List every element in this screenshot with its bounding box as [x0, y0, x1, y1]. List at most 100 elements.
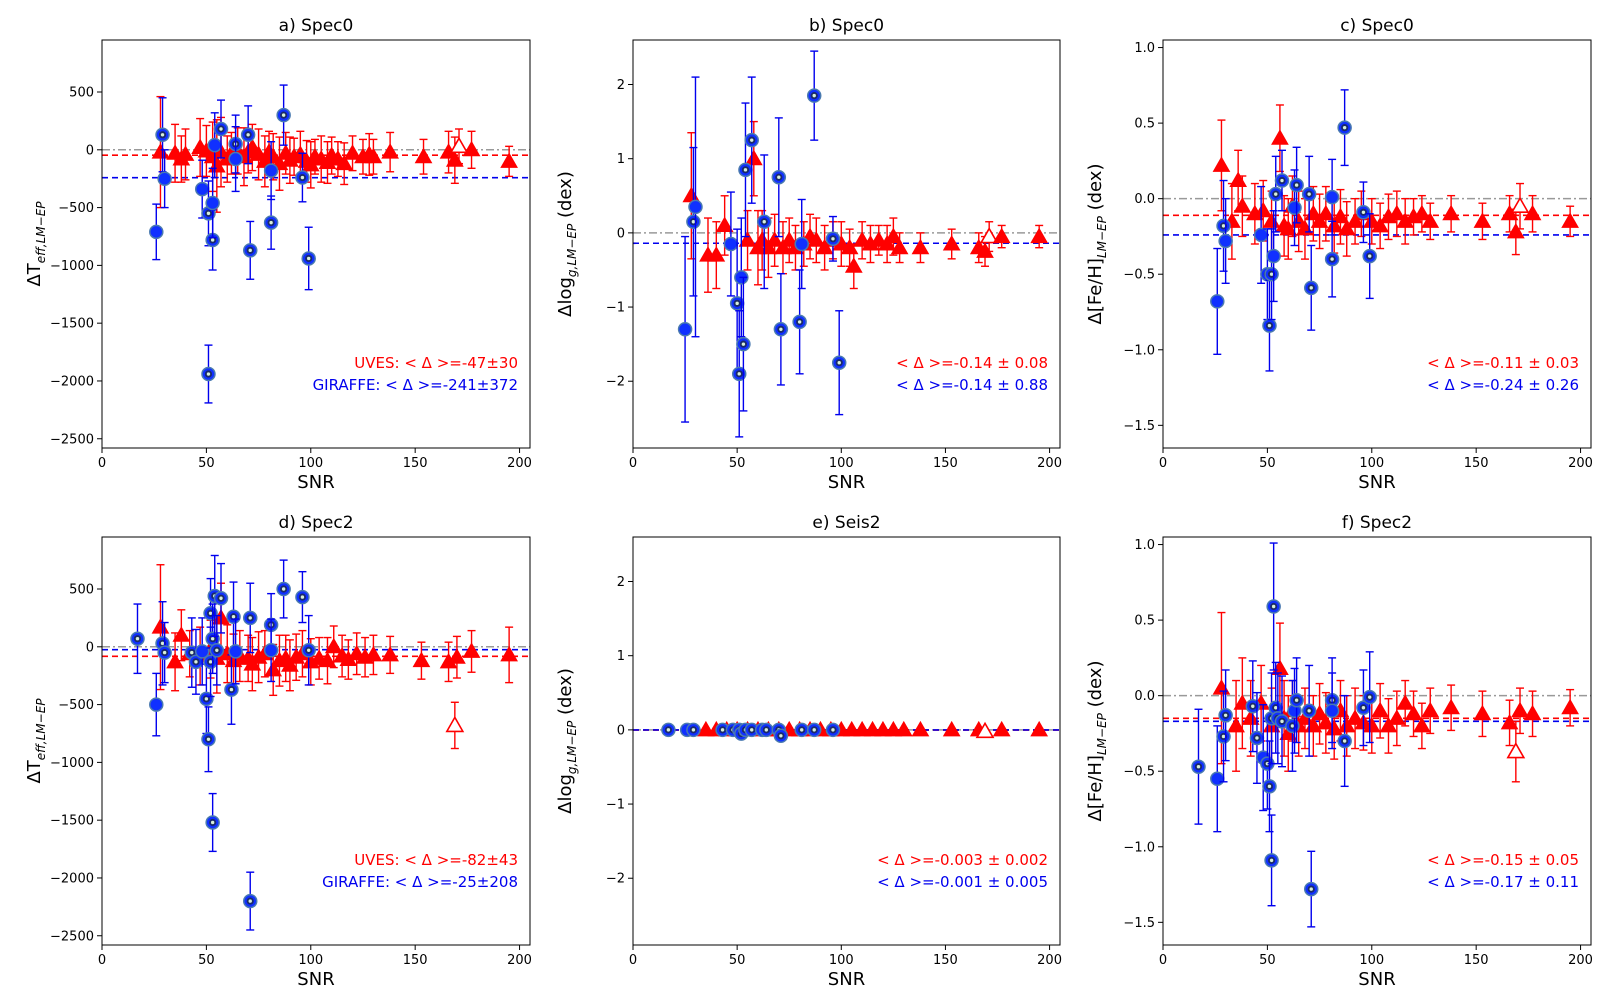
x-tick-label: 150	[403, 456, 428, 471]
uves-point	[707, 246, 726, 262]
panel-e: e) Seis2 0 50 100 150 200 −2 −1 0 1 2 SNR Δlogg,LM−E…	[555, 513, 1062, 990]
panel-d: d) Spec2 0 50 100 150 200 −2500 −2000 −1500 −1000…	[24, 513, 532, 990]
x-tick-label: 0	[98, 953, 106, 968]
x-tick-label: 150	[1464, 456, 1489, 471]
giraffe-point-core	[1367, 695, 1372, 699]
plot-frame	[632, 39, 1061, 449]
y-tick-label: −1.0	[1123, 840, 1155, 855]
giraffe-point	[157, 171, 172, 186]
giraffe-point-core	[777, 175, 781, 179]
giraffe-point-core	[1280, 178, 1284, 183]
giraffe-point-core	[800, 728, 804, 732]
y-tick-label: 2	[617, 575, 625, 590]
uves-point	[1346, 212, 1364, 228]
giraffe-point-core	[219, 596, 223, 600]
giraffe-point	[1210, 771, 1225, 787]
y-tick-label: −1000	[50, 259, 94, 274]
plot-area	[1163, 89, 1591, 372]
uves-point	[682, 186, 701, 203]
y-tick-label: 1.0	[1134, 538, 1155, 553]
giraffe-point-core	[206, 737, 211, 741]
x-tick-label: 0	[1159, 456, 1167, 471]
uves-point	[500, 645, 518, 662]
giraffe-point-core	[741, 342, 746, 346]
uves-point	[1473, 212, 1492, 228]
uves-point	[942, 234, 961, 251]
plot-area	[102, 84, 530, 404]
giraffe-point-core	[248, 899, 252, 903]
giraffe-point	[207, 137, 222, 153]
giraffe-point-core	[1290, 724, 1295, 728]
uves-point	[151, 618, 170, 634]
x-tick-label: 100	[1359, 953, 1384, 968]
giraffe-point-core	[1269, 858, 1274, 863]
giraffe-point-core	[1309, 286, 1313, 290]
uves-point	[992, 227, 1011, 244]
giraffe-point-core	[797, 320, 802, 324]
giraffe-point-core	[1330, 257, 1334, 261]
uves-point	[1387, 709, 1406, 725]
uves-point-open	[445, 715, 465, 733]
giraffe-point-core	[1269, 272, 1274, 276]
y-tick-label: −1000	[50, 756, 94, 771]
x-axis-label: SNR	[297, 472, 334, 493]
giraffe-point-core	[1267, 784, 1272, 789]
uves-point	[1227, 716, 1245, 733]
uves-point	[1523, 704, 1542, 721]
x-axis-label: SNR	[828, 969, 865, 990]
giraffe-point-core	[210, 238, 215, 242]
giraffe-point-core	[1265, 761, 1270, 766]
y-tick-label: −1.5	[1123, 419, 1155, 434]
giraffe-point-core	[1223, 713, 1228, 718]
giraffe-point-core	[764, 728, 769, 732]
giraffe-point-core	[210, 820, 215, 825]
uves-point	[381, 143, 399, 159]
uves-point	[844, 257, 863, 273]
plot-frame	[101, 39, 531, 449]
giraffe-point-core	[1267, 323, 1272, 328]
x-tick-label: 50	[729, 456, 746, 471]
y-tick-label: 2	[617, 78, 625, 93]
giraffe-point-core	[1280, 719, 1284, 724]
uves-point	[1212, 156, 1231, 172]
y-tick-label: −1	[606, 798, 625, 813]
giraffe-point-core	[248, 248, 252, 253]
uves-point	[1387, 204, 1406, 221]
giraffe-stat-text: GIRAFFE: < Δ >=-25±208	[322, 873, 518, 891]
uves-point	[911, 720, 930, 737]
uves-point-open	[975, 721, 995, 739]
giraffe-point-core	[306, 256, 311, 261]
uves-point	[1523, 204, 1542, 221]
giraffe-point	[194, 644, 210, 659]
giraffe-point-core	[1255, 736, 1259, 740]
giraffe-point	[1287, 200, 1302, 215]
y-tick-label: −2500	[50, 432, 94, 447]
uves-point	[1362, 716, 1381, 733]
giraffe-point	[149, 697, 164, 712]
uves-stat-text: UVES: < Δ >=-82±43	[354, 851, 518, 869]
uves-point	[324, 637, 343, 654]
y-axis-label-subscript: g,LM−EP	[565, 720, 579, 774]
giraffe-point-core	[1294, 183, 1299, 187]
uves-point	[1212, 679, 1231, 695]
y-tick-label: −2	[606, 872, 625, 887]
giraffe-point	[1253, 227, 1269, 243]
y-axis-label-unit: (dex)	[555, 171, 576, 224]
uves-point	[151, 143, 170, 159]
x-tick-label: 100	[1359, 456, 1384, 471]
x-axis-label: SNR	[297, 969, 334, 990]
uves-point	[1413, 204, 1431, 221]
y-axis-label-subscript: LM−EP	[1095, 215, 1109, 258]
uves-point	[942, 720, 961, 737]
y-tick-label: −2000	[50, 374, 94, 389]
y-axis-label-main: Δ[Fe/H]	[1085, 755, 1106, 821]
x-tick-label: 150	[933, 953, 958, 968]
uves-stat-text: UVES: < Δ >=-47±30	[354, 354, 518, 372]
giraffe-point-core	[162, 650, 167, 655]
giraffe-point-core	[691, 220, 696, 224]
uves-point	[1473, 704, 1492, 721]
giraffe-point	[205, 195, 220, 211]
giraffe-point-core	[1307, 709, 1311, 713]
uves-point	[462, 642, 481, 658]
giraffe-point	[149, 224, 164, 240]
